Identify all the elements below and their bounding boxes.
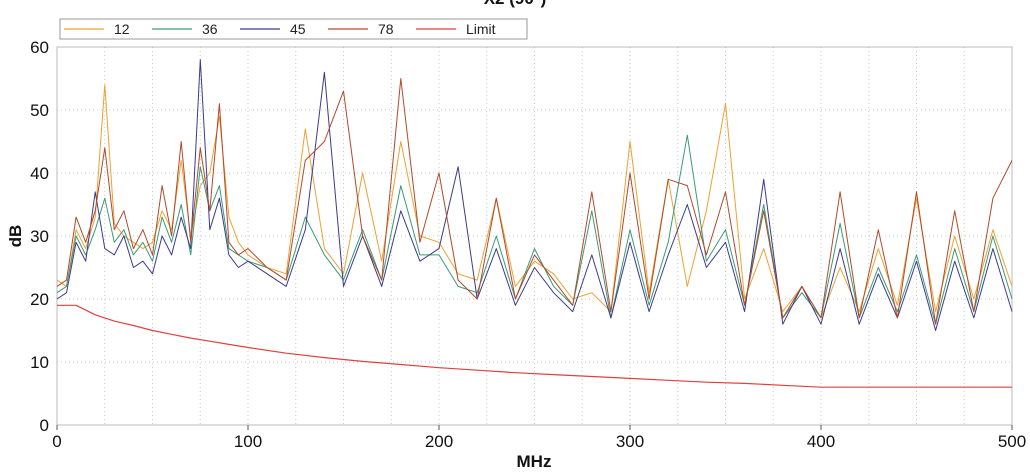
legend-box: [59, 18, 528, 40]
series-line-78: [56, 78, 1013, 325]
legend-label: 78: [378, 21, 394, 37]
x-tick-label: 0: [52, 432, 61, 451]
legend-label: Limit: [466, 21, 496, 37]
y-tick-label: 50: [30, 101, 49, 120]
plot-frame: [56, 46, 1013, 426]
legend-label: 45: [290, 21, 306, 37]
y-tick-label: 40: [30, 164, 49, 183]
series-lines: [56, 59, 1013, 388]
y-tick-label: 10: [30, 353, 49, 372]
x-tick-label: 100: [234, 432, 262, 451]
y-tick-label: 0: [40, 416, 49, 435]
x-tick-label: 200: [425, 432, 453, 451]
x-tick-label: 400: [807, 432, 835, 451]
x-tick-label: 500: [998, 432, 1026, 451]
chart-title: X2 (90°): [484, 0, 547, 8]
y-tick-label: 20: [30, 290, 49, 309]
x-axis-title: MHz: [517, 452, 552, 470]
series-line-limit: [57, 304, 1012, 388]
y-tick-label: 60: [30, 38, 49, 57]
legend-label: 36: [202, 21, 218, 37]
legend: 12 36 45 78 Limit: [59, 18, 528, 40]
x-tick-label: 300: [616, 432, 644, 451]
y-tick-label: 30: [30, 227, 49, 246]
axes: 0 10 20 30 40 50 60 0 100 200 300 400 500: [30, 38, 1026, 451]
grid-lines: [56, 46, 1013, 426]
y-axis-title: dB: [6, 225, 25, 248]
series-line-45: [56, 59, 1013, 331]
legend-label: 12: [114, 21, 130, 37]
